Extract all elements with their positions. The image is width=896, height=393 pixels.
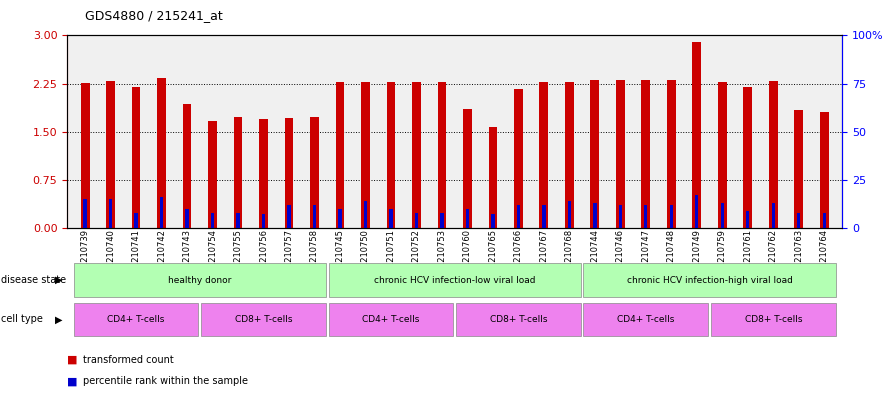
Text: percentile rank within the sample: percentile rank within the sample	[83, 376, 248, 386]
Bar	[667, 80, 676, 228]
Bar	[208, 121, 217, 228]
Bar	[285, 118, 294, 228]
Bar	[539, 82, 548, 228]
Bar	[718, 82, 727, 228]
Bar	[211, 213, 214, 228]
Text: CD4+ T-cells: CD4+ T-cells	[108, 315, 165, 324]
Text: ▶: ▶	[56, 275, 63, 285]
Bar	[593, 203, 597, 228]
Bar	[106, 81, 115, 228]
Bar	[721, 203, 724, 228]
Bar	[390, 209, 392, 228]
Text: CD8+ T-cells: CD8+ T-cells	[745, 315, 802, 324]
Bar	[797, 213, 800, 228]
Bar	[412, 82, 421, 228]
Bar	[744, 87, 753, 228]
Bar	[183, 104, 192, 228]
Bar	[568, 201, 571, 228]
Bar	[565, 82, 574, 228]
Bar	[185, 209, 188, 228]
Text: GDS4880 / 215241_at: GDS4880 / 215241_at	[85, 9, 223, 22]
Text: healthy donor: healthy donor	[168, 275, 231, 285]
Bar	[542, 205, 546, 228]
Bar	[81, 83, 90, 228]
Bar	[234, 117, 243, 228]
Text: ▶: ▶	[56, 314, 63, 324]
Text: chronic HCV infection-low viral load: chronic HCV infection-low viral load	[374, 275, 536, 285]
Text: transformed count: transformed count	[83, 354, 174, 365]
Bar	[441, 213, 444, 228]
Text: ■: ■	[67, 376, 78, 386]
Text: cell type: cell type	[1, 314, 43, 324]
Bar	[262, 215, 265, 228]
Bar	[491, 215, 495, 228]
Bar	[769, 81, 778, 228]
Bar	[823, 213, 826, 228]
Bar	[339, 209, 341, 228]
Bar	[670, 205, 673, 228]
Text: CD4+ T-cells: CD4+ T-cells	[362, 315, 419, 324]
Bar	[160, 197, 163, 228]
Bar	[157, 78, 166, 228]
Bar	[386, 82, 395, 228]
Bar	[771, 203, 775, 228]
Bar	[134, 213, 138, 228]
Text: CD8+ T-cells: CD8+ T-cells	[235, 315, 292, 324]
Bar	[619, 205, 622, 228]
Text: chronic HCV infection-high viral load: chronic HCV infection-high viral load	[626, 275, 793, 285]
Text: CD8+ T-cells: CD8+ T-cells	[490, 315, 547, 324]
Bar	[361, 82, 370, 228]
Bar	[795, 110, 804, 228]
Bar	[415, 213, 418, 228]
Bar	[310, 117, 319, 228]
Bar	[616, 80, 625, 228]
Bar	[693, 42, 702, 228]
Bar	[695, 195, 699, 228]
Bar	[590, 80, 599, 228]
Bar	[83, 199, 87, 228]
Text: CD4+ T-cells: CD4+ T-cells	[617, 315, 675, 324]
Bar	[437, 82, 446, 228]
Bar	[237, 213, 239, 228]
Bar	[514, 89, 523, 228]
Bar	[488, 127, 497, 228]
Bar	[463, 109, 472, 228]
Bar	[259, 119, 268, 228]
Bar	[288, 205, 290, 228]
Bar	[820, 112, 829, 228]
Text: disease state: disease state	[1, 275, 66, 285]
Bar	[644, 205, 648, 228]
Bar	[132, 87, 141, 228]
Bar	[746, 211, 749, 228]
Bar	[466, 209, 469, 228]
Bar	[335, 82, 344, 228]
Bar	[313, 205, 316, 228]
Text: ■: ■	[67, 354, 78, 365]
Bar	[109, 199, 112, 228]
Bar	[642, 80, 650, 228]
Bar	[517, 205, 520, 228]
Bar	[364, 201, 367, 228]
